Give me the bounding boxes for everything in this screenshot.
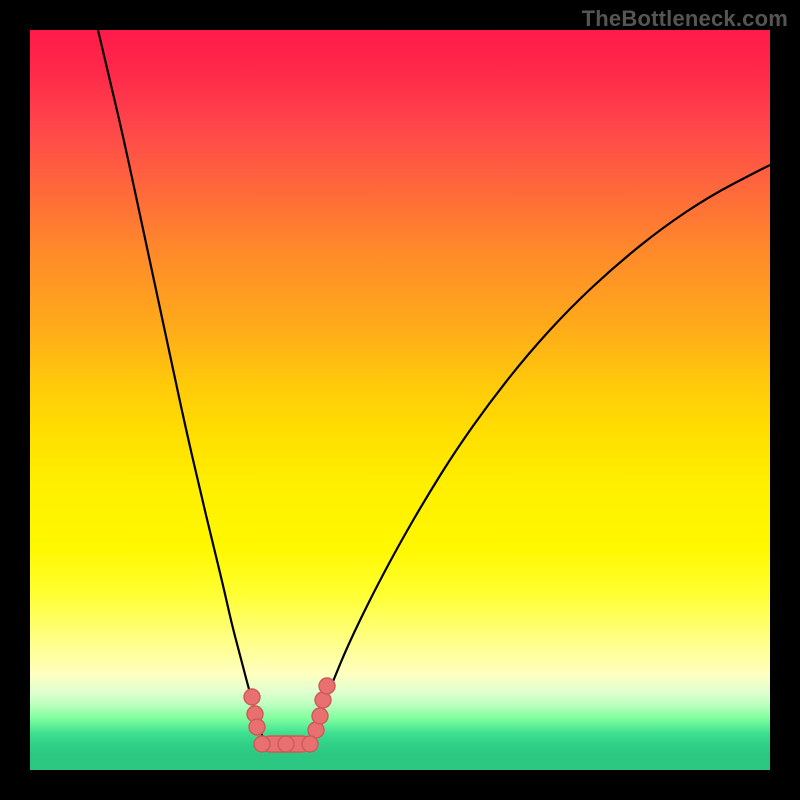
data-point-marker	[319, 678, 335, 694]
watermark-text: TheBottleneck.com	[582, 6, 788, 32]
chart-container: TheBottleneck.com	[0, 0, 800, 800]
data-point-marker	[249, 719, 265, 735]
data-point-marker	[254, 736, 270, 752]
chart-svg	[30, 30, 770, 770]
markers-group	[244, 678, 335, 752]
curve-group	[98, 30, 770, 739]
right-curve	[313, 165, 770, 739]
left-curve	[98, 30, 263, 739]
data-point-marker	[278, 736, 294, 752]
data-point-marker	[244, 689, 260, 705]
data-point-marker	[312, 708, 328, 724]
data-point-marker	[302, 736, 318, 752]
plot-area	[30, 30, 770, 770]
